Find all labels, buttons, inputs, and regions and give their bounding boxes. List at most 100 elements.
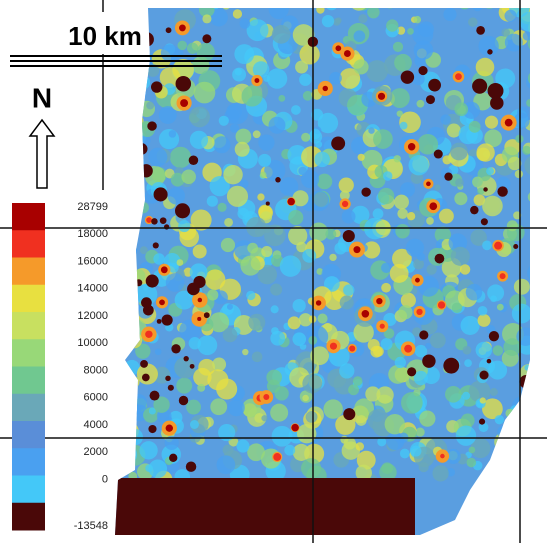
raster-cell: [108, 276, 122, 290]
raster-cell: [450, 143, 468, 161]
raster-cell: [388, 365, 407, 384]
raster-cell: [515, 170, 523, 178]
raster-cell: [353, 246, 360, 253]
raster-cell: [445, 386, 462, 403]
raster-cell: [120, 299, 140, 319]
raster-cell: [116, 196, 135, 215]
raster-cell: [460, 264, 470, 274]
raster-cell: [530, 184, 546, 200]
raster-cell: [533, 408, 546, 421]
raster-cell: [254, 78, 259, 83]
raster-cell: [223, 328, 238, 343]
raster-cell: [323, 399, 342, 418]
raster-cell: [503, 338, 521, 356]
raster-cell: [440, 114, 451, 125]
raster-cell: [166, 425, 173, 432]
raster-cell: [504, 420, 517, 433]
raster-cell: [331, 136, 345, 150]
raster-cell: [487, 359, 492, 364]
raster-cell: [381, 283, 391, 293]
raster-cell: [316, 5, 324, 13]
raster-cell: [505, 409, 514, 418]
raster-cell: [527, 262, 547, 283]
raster-cell: [521, 398, 534, 411]
raster-cell: [117, 140, 126, 149]
raster-cell: [527, 389, 537, 399]
raster-cell: [306, 411, 318, 423]
raster-cell: [409, 155, 429, 175]
raster-cell: [317, 313, 327, 323]
raster-cell: [223, 165, 242, 184]
raster-cell: [126, 429, 143, 446]
raster-cell: [513, 408, 520, 415]
map-view: 10 km N 28799180001600014000120001000080…: [0, 0, 547, 543]
raster-cell: [272, 426, 293, 447]
raster-cell: [528, 191, 539, 202]
raster-cell: [119, 184, 131, 196]
raster-cell: [190, 131, 208, 149]
raster-cell: [194, 82, 216, 104]
raster-cell: [505, 119, 513, 127]
raster-cell: [146, 217, 152, 223]
raster-cell: [124, 150, 136, 162]
raster-cell: [213, 136, 230, 153]
raster-cell: [528, 32, 547, 54]
raster-cell: [493, 345, 504, 356]
raster-cell: [117, 353, 123, 359]
legend-swatch: [12, 203, 45, 231]
raster-cell: [489, 331, 499, 341]
raster-cell: [479, 371, 488, 380]
raster-cell: [299, 73, 311, 85]
raster-cell: [119, 300, 137, 318]
raster-cell: [127, 153, 145, 171]
raster-cell: [120, 272, 140, 292]
raster-cell: [344, 50, 351, 57]
raster-cell: [476, 342, 493, 359]
raster-cell: [353, 376, 363, 386]
raster-cell: [219, 116, 229, 126]
legend-swatch: [12, 476, 45, 504]
raster-cell: [386, 19, 398, 31]
raster-cell: [145, 331, 152, 338]
raster-cell: [258, 154, 271, 167]
raster-cell: [127, 279, 137, 289]
raster-cell: [419, 462, 429, 472]
raster-cell: [482, 241, 492, 251]
raster-cell: [454, 192, 467, 205]
legend-label: 2000: [84, 446, 108, 458]
legend-label: 0: [102, 473, 108, 485]
raster-cell: [469, 447, 476, 454]
legend-swatch: [12, 230, 45, 258]
raster-cell: [383, 171, 392, 180]
raster-cell: [497, 425, 510, 438]
raster-cell: [168, 385, 174, 391]
raster-cell: [368, 339, 380, 351]
raster-cell: [385, 414, 405, 434]
raster-cell: [381, 338, 393, 350]
raster-cell: [400, 449, 410, 459]
raster-cell: [275, 177, 280, 182]
raster-cell: [378, 188, 394, 204]
raster-cell: [186, 461, 196, 471]
raster-cell: [426, 182, 431, 187]
raster-cell: [367, 6, 379, 18]
raster-cell: [217, 455, 236, 474]
raster-cell: [135, 279, 142, 286]
raster-cell: [292, 332, 306, 346]
raster-cell: [507, 220, 518, 231]
raster-cell: [339, 177, 354, 192]
raster-cell: [373, 208, 384, 219]
north-label: N: [32, 82, 52, 113]
raster-cell: [414, 40, 433, 59]
raster-cell: [316, 300, 321, 305]
raster-cell: [126, 332, 143, 349]
raster-cell: [404, 345, 412, 353]
raster-cell: [434, 150, 443, 159]
raster-cell: [524, 155, 545, 176]
raster-cell: [478, 306, 488, 316]
raster-cell: [535, 192, 544, 201]
raster-cell: [165, 376, 170, 381]
raster-cell: [329, 254, 336, 261]
legend-swatch: [12, 339, 45, 367]
raster-cell: [464, 359, 472, 367]
